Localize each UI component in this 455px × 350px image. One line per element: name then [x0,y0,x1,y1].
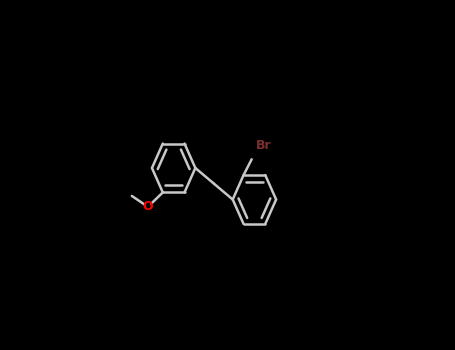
Text: Br: Br [256,139,271,152]
Text: O: O [143,200,153,213]
